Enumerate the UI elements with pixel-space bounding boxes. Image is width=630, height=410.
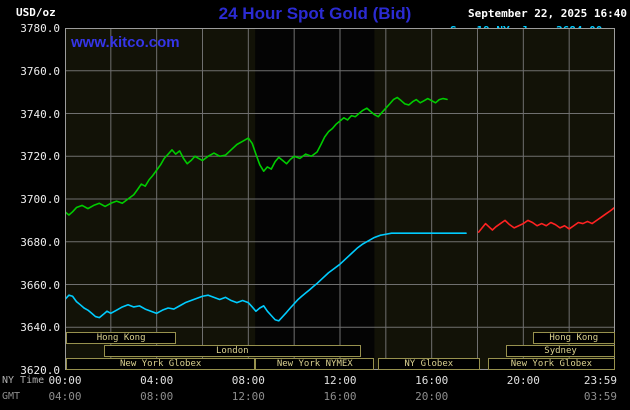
chart-datetime: September 22, 2025 16:40 [468,7,627,20]
x-tick-ny: 04:00 [140,374,174,387]
x-tick-gmt: 04:00 [48,390,82,403]
y-tick-label: 3720.0 [20,150,60,164]
x-tick-ny: 23:59 [583,374,617,387]
session-box-new-york-nymex: New York NYMEX [255,358,375,370]
x-tick-ny: 16:00 [415,374,449,387]
y-tick-label: 3760.0 [20,64,60,78]
gmt-axis-label: GMT [2,391,21,402]
price-unit-label: USD/oz [16,6,56,19]
session-box-new-york-globex: New York Globex [66,358,256,370]
y-tick-label: 3780.0 [20,22,60,35]
session-box-new-york-globex: New York Globex [487,358,615,370]
x-tick-gmt: 20:00 [415,390,449,403]
x-tick-ny: 08:00 [231,374,265,387]
x-tick-ny: 00:00 [48,374,82,387]
x-tick-gmt: 12:00 [231,390,265,403]
y-tick-label: 3680.0 [20,235,60,249]
gridlines [65,28,615,370]
series-line-0 [64,232,467,322]
plot-area [64,28,616,370]
plot-canvas [64,28,616,370]
x-tick-gmt: 08:00 [140,390,174,403]
y-tick-label: 3660.0 [20,278,60,292]
chart-title: 24 Hour Spot Gold (Bid) [218,4,412,23]
y-tick-label: 3640.0 [20,321,60,335]
series-line-1 [477,206,616,233]
series-line-2 [64,96,448,216]
x-tick-ny: 12:00 [323,374,357,387]
y-tick-label: 3700.0 [20,193,60,206]
x-tick-gmt: 03:59 [583,390,617,403]
kitco-link[interactable]: www.kitco.com [71,34,180,51]
x-tick-ny: 20:00 [506,374,540,387]
session-box-sydney: Sydney [506,345,615,357]
session-box-hong-kong: Hong Kong [532,332,615,344]
ny-time-axis-label: NY Time [2,375,45,386]
x-tick-gmt: 16:00 [323,390,357,403]
y-tick-label: 3740.0 [20,107,60,121]
session-box-ny-globex: NY Globex [377,358,480,370]
session-box-london: London [103,345,361,357]
y-tick-label: 3620.0 [20,364,60,377]
session-box-hong-kong: Hong Kong [66,332,177,344]
